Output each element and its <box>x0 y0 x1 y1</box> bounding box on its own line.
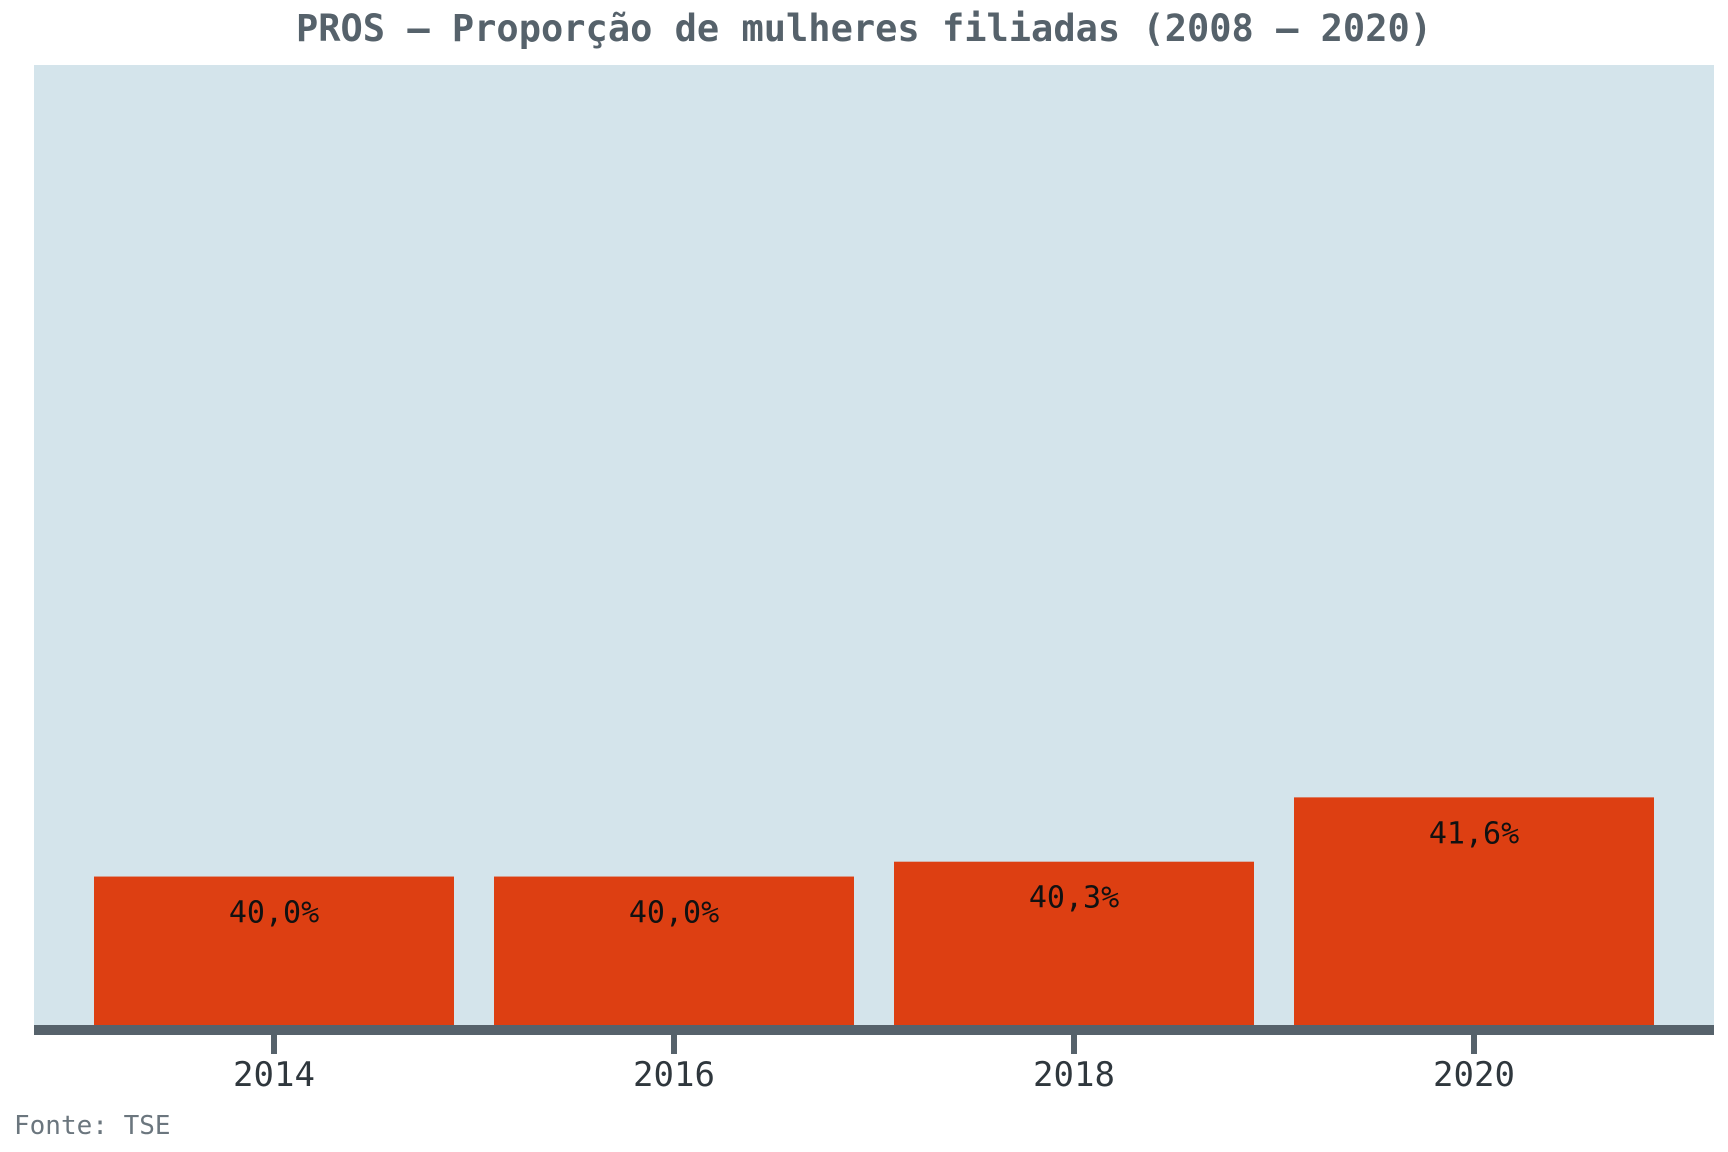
bar-2020 <box>1294 797 1654 1025</box>
source-note: Fonte: TSE <box>14 1111 171 1141</box>
bar-2018 <box>894 861 1254 1025</box>
bar-value-label: 41,6% <box>1429 816 1519 851</box>
x-tick-label: 2014 <box>233 1055 315 1095</box>
x-tick-labels-group: 2014 2016 2018 2020 <box>233 1055 1515 1095</box>
x-tick-label: 2016 <box>633 1055 715 1095</box>
x-tick-label: 2018 <box>1033 1055 1115 1095</box>
bars-group <box>94 797 1654 1025</box>
chart-title: PROS – Proporção de mulheres filiadas (2… <box>296 7 1432 50</box>
bar-2016 <box>494 876 854 1025</box>
bar-value-label: 40,3% <box>1029 881 1119 916</box>
bar-value-label: 40,0% <box>229 896 319 931</box>
x-tick-label: 2020 <box>1433 1055 1515 1095</box>
bar-2014 <box>94 876 454 1025</box>
bar-value-label: 40,0% <box>629 896 719 931</box>
x-ticks-group <box>271 1030 1477 1054</box>
bar-labels-group: 40,0% 40,0% 40,3% 41,6% <box>229 816 1519 930</box>
